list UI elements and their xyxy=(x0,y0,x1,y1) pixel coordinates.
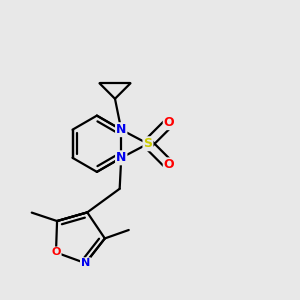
Text: O: O xyxy=(164,158,174,171)
Text: N: N xyxy=(116,151,126,164)
Text: O: O xyxy=(164,116,174,129)
Text: O: O xyxy=(51,248,61,257)
Text: S: S xyxy=(143,137,152,150)
Text: N: N xyxy=(81,258,90,268)
Text: N: N xyxy=(116,123,126,136)
